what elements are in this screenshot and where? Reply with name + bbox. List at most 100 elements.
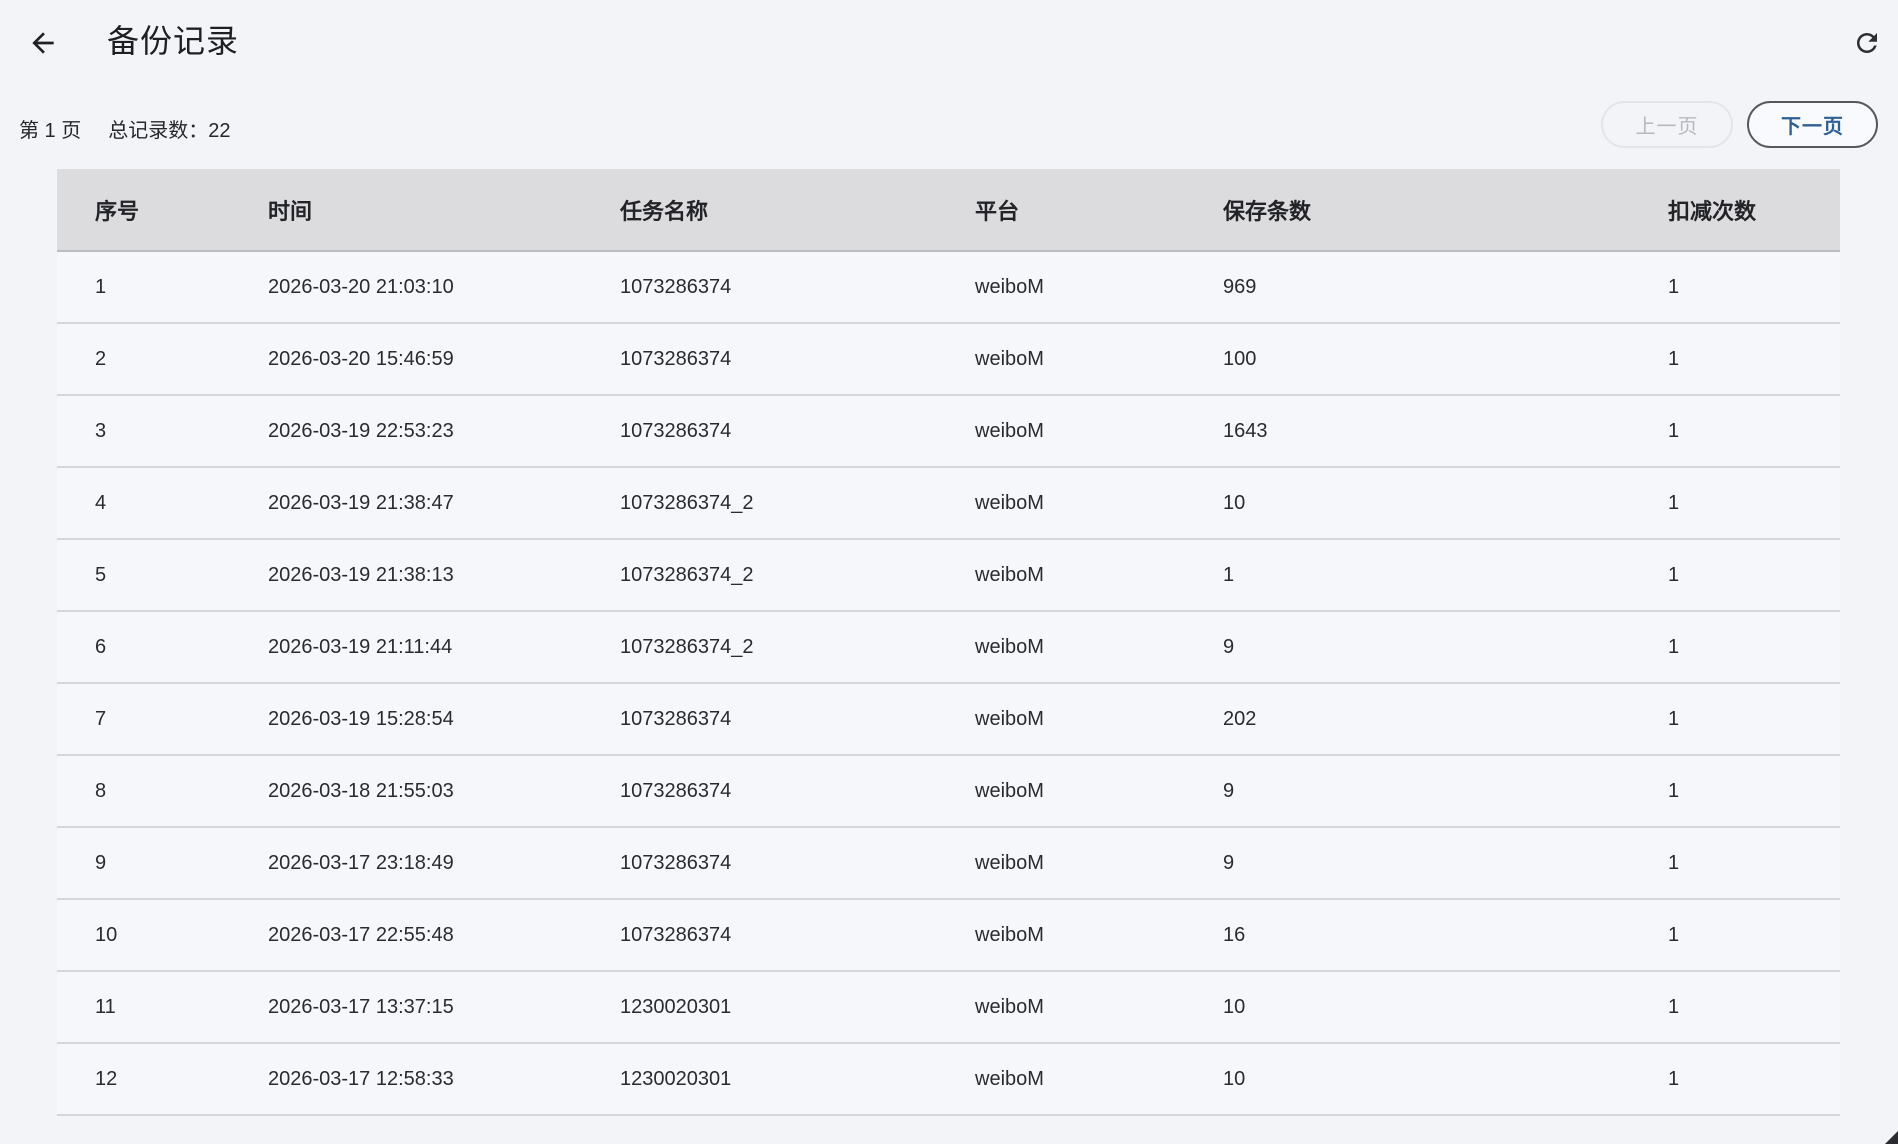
cell-saved-count: 1643 <box>1223 395 1668 468</box>
cell-index: 10 <box>57 899 268 972</box>
cell-time: 2026-03-17 13:37:15 <box>268 971 620 1044</box>
table-body: 1 2026-03-20 21:03:10 1073286374 weiboM 969 1… <box>57 251 1840 1116</box>
arrow-left-icon <box>27 27 59 59</box>
column-header-deduct-count: 扣减次数 <box>1668 169 1840 252</box>
cell-platform: weiboM <box>975 827 1223 900</box>
cell-time: 2026-03-17 22:55:48 <box>268 899 620 972</box>
mouse-cursor <box>1885 1131 1898 1144</box>
cell-deduct-count: 1 <box>1668 1043 1840 1116</box>
cell-platform: weiboM <box>975 395 1223 468</box>
cell-deduct-count: 1 <box>1668 395 1840 468</box>
cell-deduct-count: 1 <box>1668 323 1840 396</box>
cell-task-name: 1073286374 <box>620 395 975 468</box>
cell-platform: weiboM <box>975 755 1223 828</box>
cell-index: 2 <box>57 323 268 396</box>
cell-time: 2026-03-20 15:46:59 <box>268 323 620 396</box>
refresh-button[interactable] <box>1849 25 1885 61</box>
cell-platform: weiboM <box>975 1043 1223 1116</box>
cell-platform: weiboM <box>975 251 1223 324</box>
table-row: 1 2026-03-20 21:03:10 1073286374 weiboM 969 1 <box>57 251 1840 324</box>
cell-time: 2026-03-19 21:38:47 <box>268 467 620 540</box>
cell-deduct-count: 1 <box>1668 611 1840 684</box>
table-header: 序号 时间 任务名称 平台 保存条数 扣减次数 <box>57 169 1840 252</box>
cell-task-name: 1073286374 <box>620 323 975 396</box>
cell-deduct-count: 1 <box>1668 467 1840 540</box>
cell-index: 7 <box>57 683 268 756</box>
cell-index: 9 <box>57 827 268 900</box>
cell-platform: weiboM <box>975 323 1223 396</box>
cell-deduct-count: 1 <box>1668 683 1840 756</box>
cell-task-name: 1230020301 <box>620 971 975 1044</box>
cell-index: 8 <box>57 755 268 828</box>
cell-platform: weiboM <box>975 539 1223 612</box>
table-row: 2 2026-03-20 15:46:59 1073286374 weiboM 100 1 <box>57 323 1840 396</box>
column-header-platform: 平台 <box>975 169 1223 252</box>
cell-saved-count: 9 <box>1223 755 1668 828</box>
column-header-task-name: 任务名称 <box>620 169 975 252</box>
cell-index: 3 <box>57 395 268 468</box>
cell-task-name: 1073286374 <box>620 251 975 324</box>
cell-platform: weiboM <box>975 899 1223 972</box>
cell-time: 2026-03-18 21:55:03 <box>268 755 620 828</box>
back-button[interactable] <box>25 25 61 61</box>
cell-saved-count: 202 <box>1223 683 1668 756</box>
cell-task-name: 1073286374 <box>620 827 975 900</box>
next-page-button[interactable]: 下一页 <box>1747 101 1878 148</box>
cell-saved-count: 10 <box>1223 467 1668 540</box>
cell-saved-count: 100 <box>1223 323 1668 396</box>
cell-saved-count: 10 <box>1223 1043 1668 1116</box>
cell-deduct-count: 1 <box>1668 539 1840 612</box>
cell-platform: weiboM <box>975 683 1223 756</box>
table-row: 3 2026-03-19 22:53:23 1073286374 weiboM 1643… <box>57 395 1840 468</box>
cell-task-name: 1073286374_2 <box>620 467 975 540</box>
cell-time: 2026-03-20 21:03:10 <box>268 251 620 324</box>
table-row: 10 2026-03-17 22:55:48 1073286374 weiboM 16 1 <box>57 899 1840 972</box>
cell-deduct-count: 1 <box>1668 827 1840 900</box>
cell-task-name: 1073286374_2 <box>620 611 975 684</box>
cell-time: 2026-03-19 22:53:23 <box>268 395 620 468</box>
cell-saved-count: 1 <box>1223 539 1668 612</box>
page-title: 备份记录 <box>107 23 240 59</box>
cell-saved-count: 9 <box>1223 611 1668 684</box>
cell-platform: weiboM <box>975 971 1223 1044</box>
table-row: 12 2026-03-17 12:58:33 1230020301 weiboM 10 1 <box>57 1043 1840 1116</box>
page-indicator: 第 1 页 <box>19 120 82 142</box>
table-row: 6 2026-03-19 21:11:44 1073286374_2 weiboM 9 1 <box>57 611 1840 684</box>
cell-task-name: 1230020301 <box>620 1043 975 1116</box>
total-records-label: 总记录数：22 <box>108 120 231 142</box>
cell-index: 12 <box>57 1043 268 1116</box>
cell-time: 2026-03-19 21:38:13 <box>268 539 620 612</box>
table-row: 9 2026-03-17 23:18:49 1073286374 weiboM 9 1 <box>57 827 1840 900</box>
cell-index: 6 <box>57 611 268 684</box>
cell-index: 11 <box>57 971 268 1044</box>
table-header-row: 序号 时间 任务名称 平台 保存条数 扣减次数 <box>57 169 1840 252</box>
cell-deduct-count: 1 <box>1668 971 1840 1044</box>
cell-saved-count: 10 <box>1223 971 1668 1044</box>
cell-task-name: 1073286374 <box>620 899 975 972</box>
cell-task-name: 1073286374_2 <box>620 539 975 612</box>
cell-time: 2026-03-17 23:18:49 <box>268 827 620 900</box>
cell-saved-count: 16 <box>1223 899 1668 972</box>
refresh-icon <box>1852 28 1882 58</box>
cell-index: 1 <box>57 251 268 324</box>
column-header-time: 时间 <box>268 169 620 252</box>
column-header-index: 序号 <box>57 169 268 252</box>
column-header-saved-count: 保存条数 <box>1223 169 1668 252</box>
cell-deduct-count: 1 <box>1668 899 1840 972</box>
cell-time: 2026-03-19 15:28:54 <box>268 683 620 756</box>
table-row: 11 2026-03-17 13:37:15 1230020301 weiboM 10 1 <box>57 971 1840 1044</box>
records-table: 序号 时间 任务名称 平台 保存条数 扣减次数 1 2026-03-20 21:0… <box>57 169 1840 1116</box>
table-row: 8 2026-03-18 21:55:03 1073286374 weiboM 9 1 <box>57 755 1840 828</box>
cell-time: 2026-03-17 12:58:33 <box>268 1043 620 1116</box>
cell-deduct-count: 1 <box>1668 755 1840 828</box>
table-row: 4 2026-03-19 21:38:47 1073286374_2 weiboM 10… <box>57 467 1840 540</box>
prev-page-button[interactable]: 上一页 <box>1601 101 1733 148</box>
cell-platform: weiboM <box>975 611 1223 684</box>
cell-task-name: 1073286374 <box>620 755 975 828</box>
pagination-info: 第 1 页 总记录数：22 <box>19 114 231 143</box>
cell-time: 2026-03-19 21:11:44 <box>268 611 620 684</box>
table-row: 5 2026-03-19 21:38:13 1073286374_2 weiboM 1 1 <box>57 539 1840 612</box>
cell-saved-count: 9 <box>1223 827 1668 900</box>
cell-deduct-count: 1 <box>1668 251 1840 324</box>
